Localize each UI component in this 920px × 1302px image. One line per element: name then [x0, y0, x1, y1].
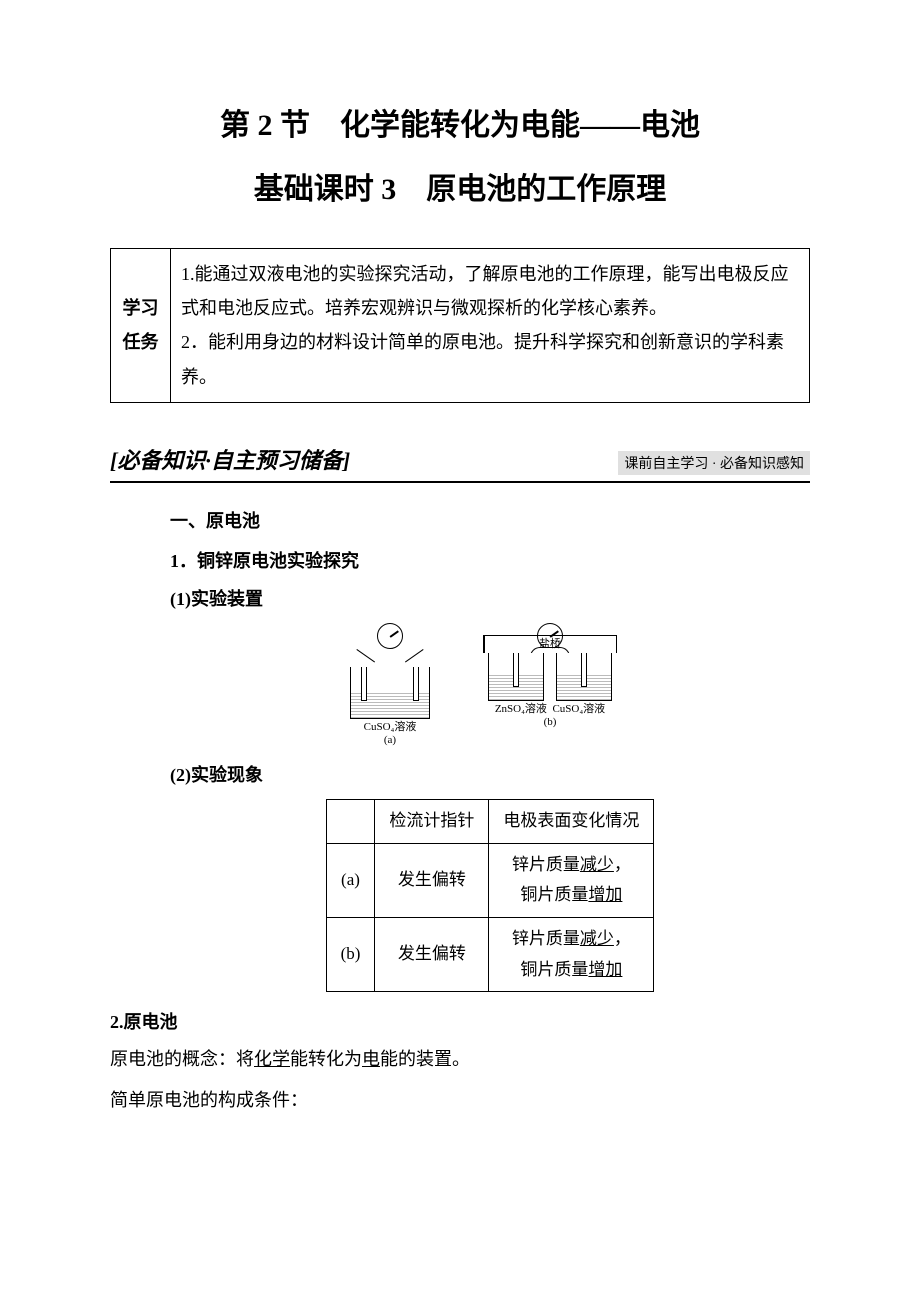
cu-electrode — [413, 667, 419, 701]
phenomena-table: 检流计指针 电极表面变化情况 (a) 发生偏转 锌片质量减少， 铜片质量增加 (… — [326, 799, 655, 992]
task-label-cell: 学习任务 — [111, 249, 171, 403]
lesson-title: 基础课时 3 原电池的工作原理 — [110, 164, 810, 208]
learning-task-table: 学习任务 1.能通过双液电池的实验探究活动，了解原电池的工作原理，能写出电极反应… — [110, 248, 810, 403]
row-change: 锌片质量减少， 铜片质量增加 — [489, 917, 654, 991]
diagram-b: 盐桥 Zn Cu ZnSO₄溶液 CuSO₄溶液 (b) — [465, 623, 635, 747]
prep-section-header: [必备知识·自主预习储备] 课前自主学习 · 必备知识感知 — [110, 443, 810, 475]
caption-a: CuSO₄溶液 (a) — [364, 721, 417, 747]
prep-header-right: 课前自主学习 · 必备知识感知 — [618, 451, 810, 475]
task-text-cell: 1.能通过双液电池的实验探究活动，了解原电池的工作原理，能写出电极反应式和电池反… — [171, 249, 810, 403]
item-2-heading: 2.原电池 — [110, 1008, 810, 1034]
table-row: (a) 发生偏转 锌片质量减少， 铜片质量增加 — [326, 843, 654, 917]
salt-bridge-label: 盐桥 — [539, 635, 561, 651]
device-label: (1)实验装置 — [170, 585, 810, 611]
apparatus-diagrams: Zn Cu CuSO₄溶液 (a) 盐桥 Zn — [170, 623, 810, 747]
concept-line: 原电池的概念：将化学能转化为电能的装置。 — [110, 1044, 810, 1075]
table-header-row: 检流计指针 电极表面变化情况 — [326, 800, 654, 844]
zn-electrode — [361, 667, 367, 701]
row-id: (a) — [326, 843, 375, 917]
row-galv: 发生偏转 — [375, 917, 489, 991]
beaker-b-left: Zn — [488, 653, 544, 701]
th-blank — [326, 800, 375, 844]
prep-header-left: [必备知识·自主预习储备] — [110, 443, 350, 475]
dual-beakers: 盐桥 Zn Cu — [488, 653, 612, 701]
section-a-heading: 一、原电池 — [170, 507, 810, 533]
item-1-heading: 1．铜锌原电池实验探究 — [170, 547, 810, 573]
wires — [345, 649, 435, 667]
chapter-title: 第 2 节 化学能转化为电能——电池 — [110, 100, 810, 144]
zn-electrode — [513, 653, 519, 687]
beaker-a: Zn Cu — [350, 667, 430, 719]
section-divider — [110, 481, 810, 483]
th-galvanometer: 检流计指针 — [375, 800, 489, 844]
row-id: (b) — [326, 917, 375, 991]
th-electrode-change: 电极表面变化情况 — [489, 800, 654, 844]
row-change: 锌片质量减少， 铜片质量增加 — [489, 843, 654, 917]
row-galv: 发生偏转 — [375, 843, 489, 917]
table-row: (b) 发生偏转 锌片质量减少， 铜片质量增加 — [326, 917, 654, 991]
cu-electrode — [581, 653, 587, 687]
diagram-a: Zn Cu CuSO₄溶液 (a) — [345, 623, 435, 747]
beaker-b-right: Cu — [556, 653, 612, 701]
galvanometer-icon — [377, 623, 403, 649]
caption-b: ZnSO₄溶液 CuSO₄溶液 (b) — [495, 703, 605, 729]
phenomena-label: (2)实验现象 — [170, 761, 810, 787]
conditions-line: 简单原电池的构成条件： — [110, 1085, 810, 1116]
